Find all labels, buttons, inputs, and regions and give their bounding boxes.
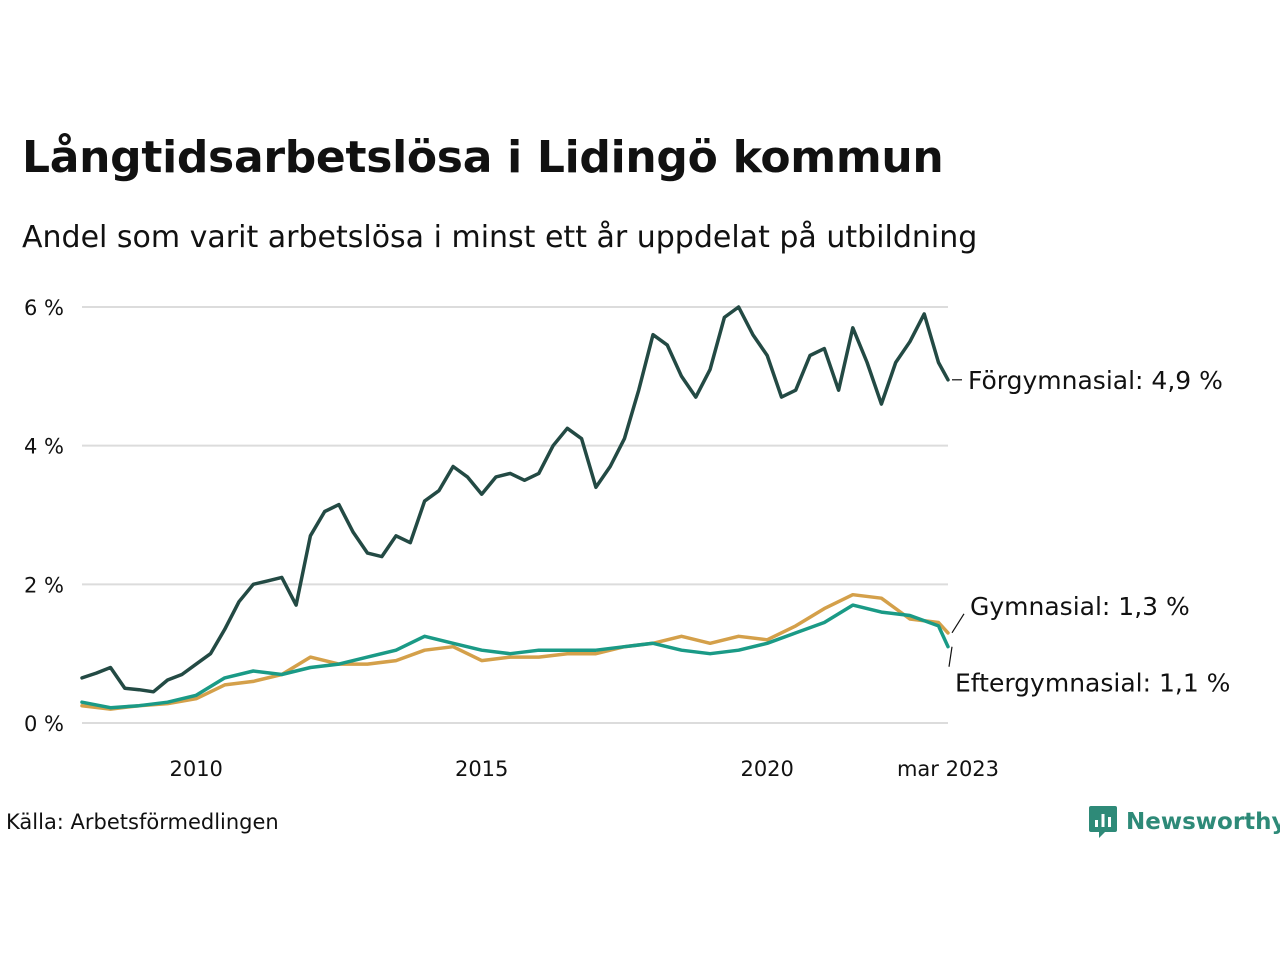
brand-logo: Newsworthy xyxy=(1088,804,1280,840)
chart-subtitle: Andel som varit arbetslösa i minst ett å… xyxy=(22,220,978,255)
series-end-label-eftergymnasial: Eftergymnasial: 1,1 % xyxy=(955,669,1230,698)
series-lines xyxy=(80,305,950,711)
series-end-labels: Förgymnasial: 4,9 % Gymnasial: 1,3 % Efter… xyxy=(948,366,1230,698)
brand-name: Newsworthy xyxy=(1126,809,1280,835)
newsworthy-logo-icon xyxy=(1089,806,1117,838)
chart-title: Långtidsarbetslösa i Lidingö kommun xyxy=(22,132,944,183)
series-line-gymnasial xyxy=(80,592,950,711)
source-note: Källa: Arbetsförmedlingen xyxy=(6,810,279,834)
x-axis-ticks: 2010 2015 2020 mar 2023 xyxy=(169,757,999,781)
y-tick-label: 4 % xyxy=(24,435,64,459)
label-leader-line xyxy=(948,646,953,667)
series-end-label-gymnasial: Gymnasial: 1,3 % xyxy=(970,592,1190,621)
series-end-label-förgymnasial: Förgymnasial: 4,9 % xyxy=(968,366,1223,395)
series-line-eftergymnasial xyxy=(80,603,950,710)
y-tick-label: 6 % xyxy=(24,296,64,320)
x-tick-label: 2010 xyxy=(169,757,222,781)
x-tick-label: mar 2023 xyxy=(897,757,999,781)
series-line-förgymnasial xyxy=(80,305,950,694)
x-tick-label: 2015 xyxy=(455,757,508,781)
y-axis-ticks: 0 % 2 % 4 % 6 % xyxy=(24,296,64,736)
x-tick-label: 2020 xyxy=(740,757,793,781)
grid-lines xyxy=(82,306,948,724)
y-tick-label: 0 % xyxy=(24,712,64,736)
y-tick-label: 2 % xyxy=(24,573,64,597)
label-leader-line xyxy=(951,613,965,634)
